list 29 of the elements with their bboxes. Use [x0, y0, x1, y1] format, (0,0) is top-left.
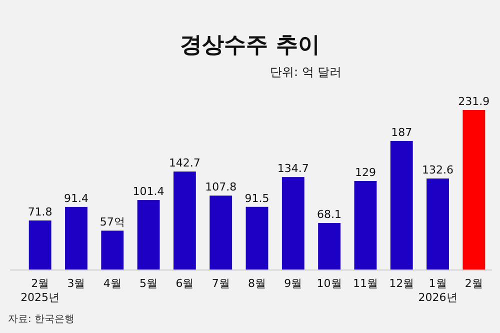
- x-tick-label: 6월: [176, 277, 194, 290]
- x-tick-label: 2월: [464, 277, 483, 290]
- data-label: 68.1: [317, 208, 342, 222]
- data-label: 107.8: [205, 180, 237, 194]
- data-label: 57억: [100, 216, 125, 229]
- data-label: 91.4: [64, 192, 88, 205]
- data-label: 132.6: [422, 164, 454, 177]
- x-tick-label: 2월 2025년: [20, 277, 60, 304]
- x-tick-label: 9월: [284, 277, 302, 290]
- data-label: 142.7: [168, 156, 200, 170]
- x-tick-label: 11월: [352, 277, 378, 290]
- data-label: 231.9: [458, 95, 490, 108]
- x-tick-label: 7월: [212, 277, 230, 290]
- x-tick-label: 8월: [248, 277, 266, 290]
- text: 자료: 한국은행: [8, 314, 75, 325]
- chart-subtitle: 단위: 억 달러: [270, 65, 342, 79]
- x-tick-label: 10월: [316, 277, 342, 290]
- data-label: 91.5: [244, 192, 270, 205]
- x-tick-label: 3월: [67, 277, 86, 290]
- x-tick-label: 1월 2026년: [418, 277, 458, 304]
- data-label: 129: [354, 166, 376, 179]
- x-tick-label: 5월: [140, 277, 158, 290]
- data-label: 71.8: [28, 205, 52, 218]
- chart-title: 경상수주 추이: [180, 33, 320, 58]
- x-tick-label: 12월: [389, 277, 414, 290]
- data-label: 101.4: [132, 185, 164, 198]
- x-tick-label: 4월: [103, 277, 122, 290]
- data-label: 134.7: [277, 162, 309, 176]
- data-label: 187: [391, 126, 412, 139]
